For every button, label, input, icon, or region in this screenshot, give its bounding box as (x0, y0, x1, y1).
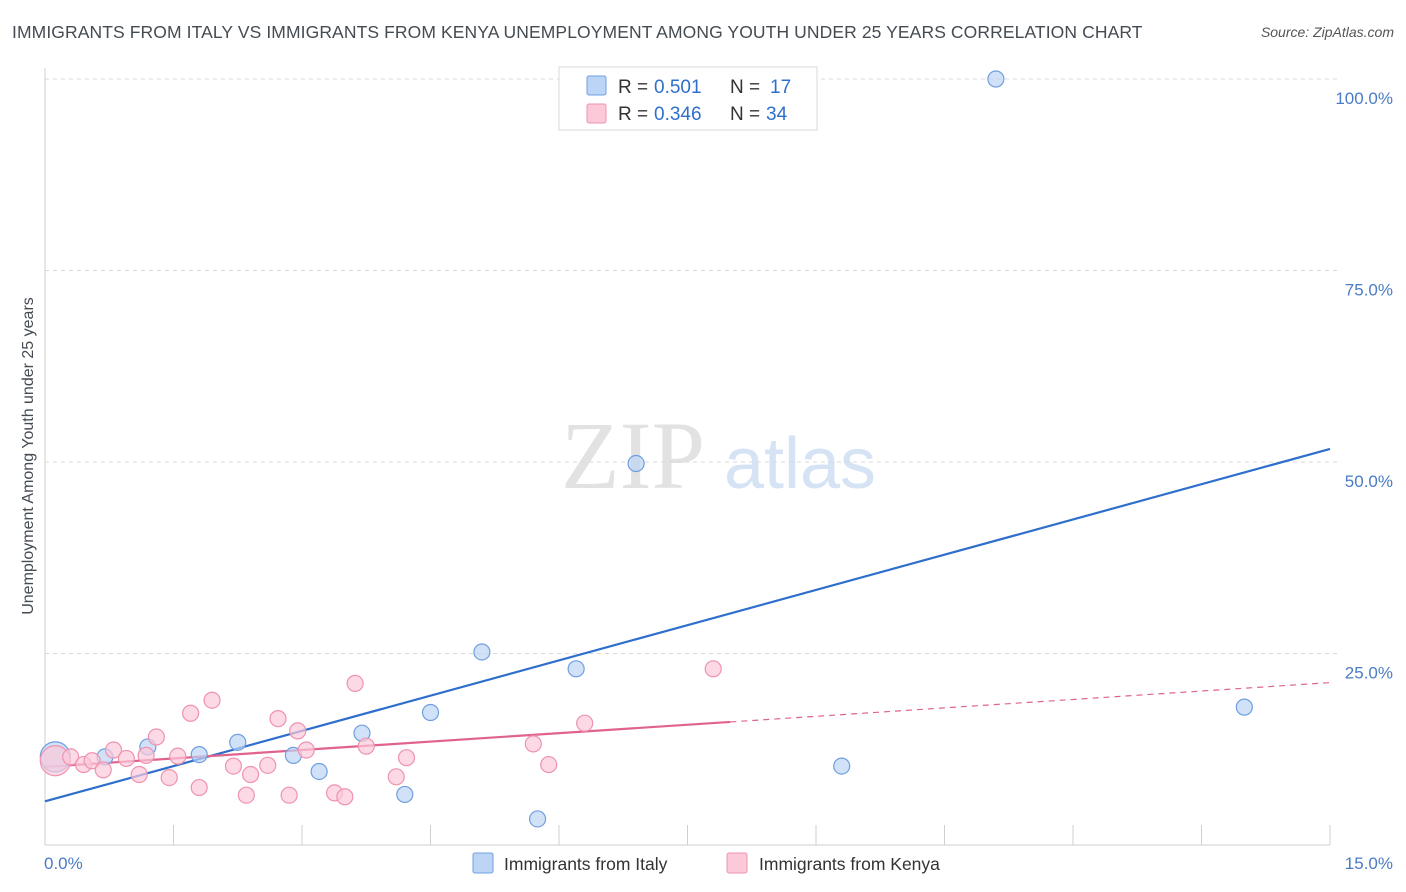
kenya-point (117, 749, 135, 768)
bottom-legend-italy-label: Immigrants from Italy (504, 854, 668, 874)
gridlines (45, 78, 1340, 654)
axes (44, 68, 1331, 846)
kenya-point (336, 788, 354, 806)
trend-line-dashed (730, 682, 1331, 723)
bottom-legend-kenya-label: Immigrants from Kenya (759, 854, 940, 874)
kenya-point (169, 747, 187, 765)
kenya-point (104, 741, 123, 759)
kenya-point (297, 741, 315, 759)
legend-kenya-r-label: R = (618, 104, 648, 125)
legend-italy-n-label: N = (730, 77, 760, 98)
italy-point (987, 70, 1005, 88)
y-tick-label: 75.0% (1345, 281, 1393, 300)
legend-kenya-swatch (586, 103, 607, 124)
x-tick-label: 15.0% (1345, 854, 1393, 873)
kenya-point (387, 768, 405, 786)
watermark-zip: ZIP (561, 402, 705, 509)
kenya-point (280, 786, 298, 804)
italy-point (421, 703, 440, 722)
kenya-point (237, 786, 255, 804)
y-tick-label: 100.0% (1335, 89, 1393, 108)
legend-kenya-r-value: 0.346 (654, 104, 702, 125)
bottom-legend-italy-swatch (472, 852, 494, 874)
y-tick-label: 25.0% (1345, 664, 1393, 683)
kenya-point (259, 756, 277, 774)
legend-kenya-n-value: 34 (766, 104, 788, 125)
kenya-point (160, 768, 178, 787)
trend-line-solid (44, 447, 1331, 803)
tick-labels: 25.0% 50.0% 75.0% 100.0% 0.0% 15.0% (44, 89, 1393, 873)
kenya-point (357, 737, 375, 755)
kenya-point (269, 710, 287, 728)
kenya-point (137, 746, 155, 764)
kenya-point (130, 765, 148, 784)
kenya-point (190, 778, 208, 797)
kenya-point (182, 704, 200, 722)
kenya-point (540, 755, 558, 774)
italy-point (229, 733, 247, 751)
kenya-point (576, 714, 594, 732)
source-credit: Source: ZipAtlas.com (1260, 24, 1394, 40)
correlation-legend: R = 0.501 N = 17 R = 0.346 N = 34 (558, 66, 818, 131)
y-tick-label: 50.0% (1345, 472, 1393, 491)
italy-point (528, 810, 547, 828)
watermark-atlas: atlas (724, 424, 876, 504)
legend-italy-r-value: 0.501 (654, 77, 702, 98)
legend-italy-n-value: 17 (770, 77, 791, 98)
data-points (39, 70, 1253, 828)
y-axis-label: Unemployment Among Youth under 25 years (20, 297, 37, 615)
kenya-point (203, 691, 221, 709)
kenya-point (704, 660, 722, 678)
italy-point (473, 643, 491, 661)
legend-italy-r-label: R = (618, 77, 648, 98)
trend-lines (44, 447, 1331, 803)
kenya-point (346, 674, 364, 692)
kenya-point (242, 765, 260, 784)
x-tick-label: 0.0% (44, 854, 83, 873)
italy-point (396, 785, 414, 804)
italy-point (310, 762, 328, 781)
kenya-point (289, 722, 307, 740)
kenya-point (94, 761, 112, 779)
italy-point (190, 746, 208, 764)
italy-point (833, 757, 851, 775)
kenya-point (147, 728, 165, 746)
kenya-point (224, 757, 243, 775)
kenya-point (524, 735, 542, 753)
kenya-point (62, 748, 80, 766)
chart-title: IMMIGRANTS FROM ITALY VS IMMIGRANTS FROM… (12, 22, 1143, 42)
kenya-point (83, 752, 101, 770)
italy-point (1235, 698, 1253, 716)
kenya-point (397, 749, 416, 767)
legend-italy-swatch (586, 75, 607, 96)
italy-point (567, 660, 585, 678)
series-legend: Immigrants from Italy Immigrants from Ke… (472, 852, 940, 874)
italy-point (627, 454, 645, 473)
bottom-legend-kenya-swatch (726, 852, 748, 874)
trend-line-solid (44, 720, 731, 768)
legend-kenya-n-label: N = (730, 104, 760, 125)
